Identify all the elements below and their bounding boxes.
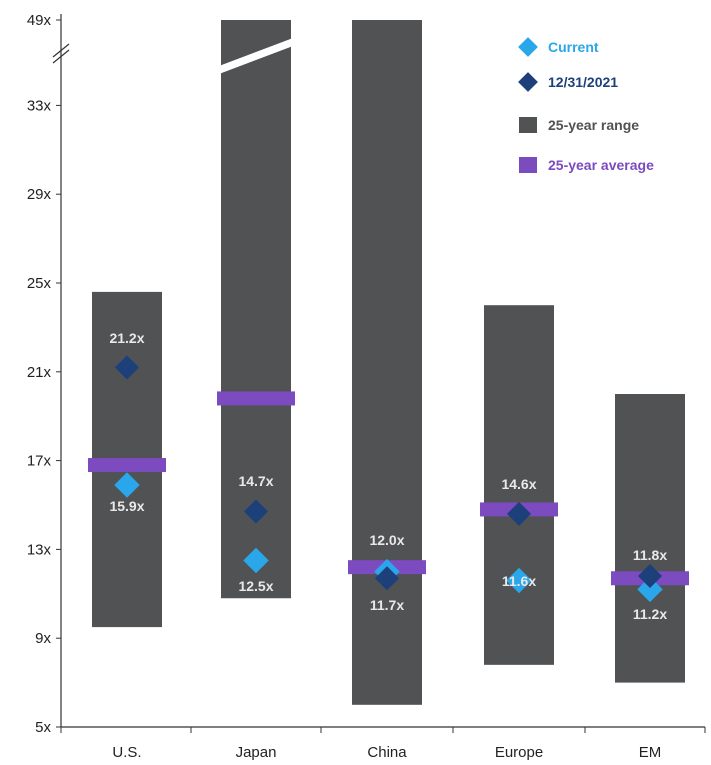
category-label: EM [639,744,662,761]
average-marker [88,458,166,473]
bar-break-gap [219,38,293,74]
legend-label: 12/31/2021 [548,74,618,90]
current-data-label: 12.5x [238,578,273,594]
legend-swatch-diamond [518,37,538,57]
y-tick-label: 29x [27,186,52,203]
prior-data-label: 14.6x [501,476,536,492]
category-label: U.S. [112,744,141,761]
y-tick-label: 13x [27,541,52,558]
current-point [637,576,663,603]
current-data-label: 11.2x [633,606,667,622]
category-label: China [367,744,407,761]
current-data-label: 12.0x [369,532,404,548]
prior-data-label: 14.7x [238,473,273,489]
category-label: Japan [236,744,277,761]
y-tick-label: 5x [35,719,51,736]
legend-label: 25-year average [548,157,654,173]
current-data-label: 15.9x [109,498,144,514]
category-label: Europe [495,744,543,761]
axis-break-mark [52,43,70,58]
prior-point [114,355,140,380]
y-tick-label: 17x [27,453,52,470]
y-tick-label: 25x [27,275,52,292]
prior-point [243,499,269,524]
prior-data-label: 21.2x [109,330,144,346]
legend-swatch-diamond [518,72,538,92]
legend-label: Current [548,39,599,55]
legend-swatch-square [519,157,537,173]
y-tick-label: 49x [27,12,52,29]
current-point [506,567,532,594]
range-bar-em [615,394,685,683]
average-marker [217,391,295,406]
prior-data-label: 11.7x [370,597,404,613]
prior-data-label: 11.8x [633,547,667,563]
y-tick-label: 33x [27,97,52,114]
legend-swatch-square [519,117,537,133]
current-point [243,547,269,574]
range-bar-europe [484,305,554,665]
legend-label: 25-year range [548,117,639,133]
current-point [114,472,140,498]
y-tick-label: 21x [27,364,52,381]
axis-break-mark [52,49,70,64]
range-bar-china [352,20,422,705]
current-data-label: 11.6x [502,573,536,589]
y-tick-label: 9x [35,630,51,647]
